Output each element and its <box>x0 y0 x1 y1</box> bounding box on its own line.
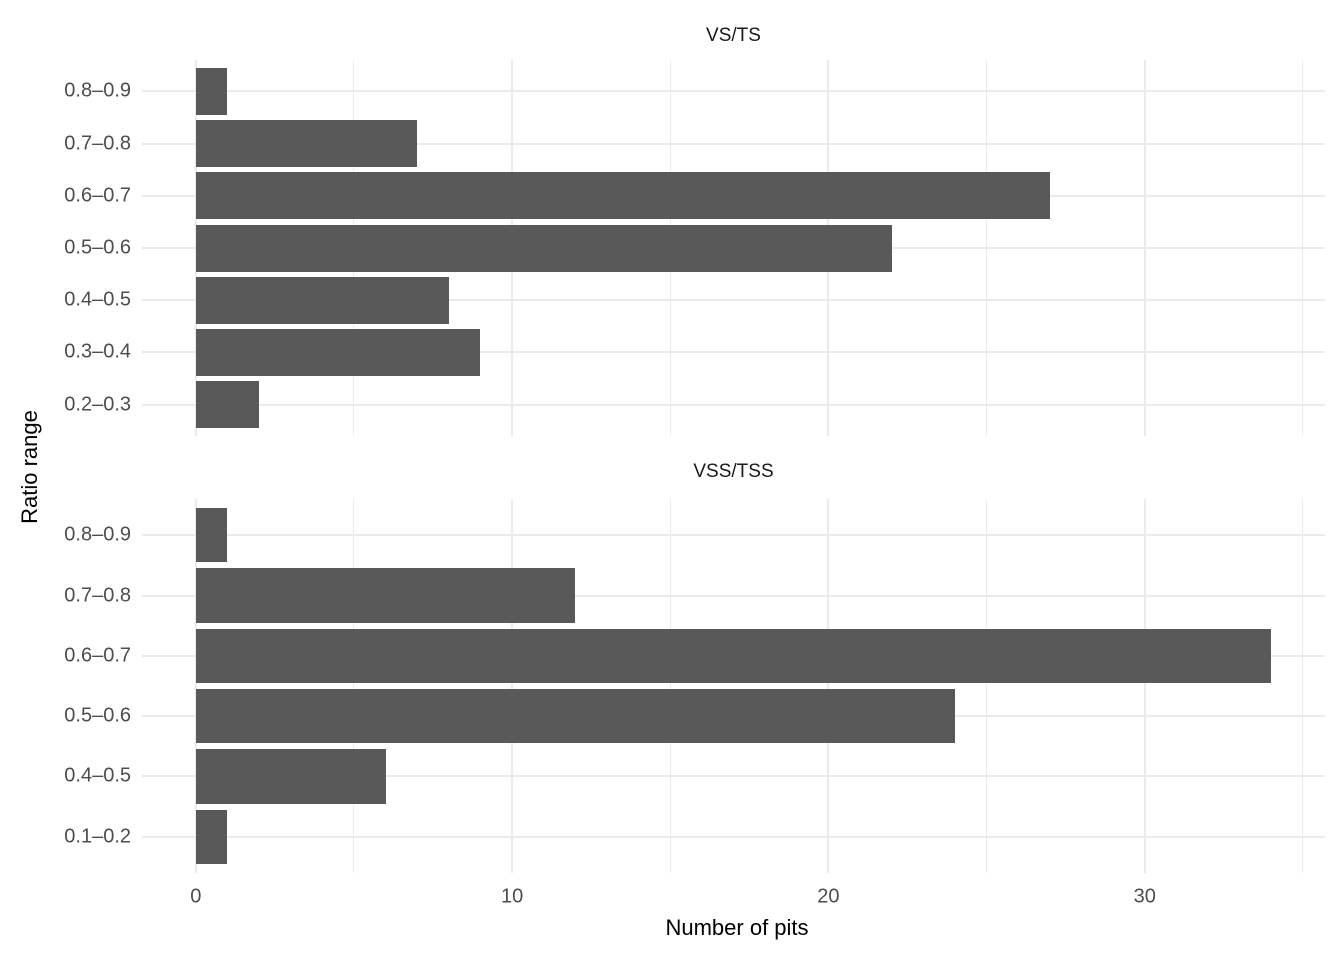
y-major-gridline <box>142 299 1325 302</box>
y-tick-label: 0.8–0.9 <box>64 523 131 546</box>
bar <box>195 508 228 563</box>
y-tick-label: 0.7–0.8 <box>64 584 131 607</box>
y-major-gridline <box>142 351 1325 354</box>
bar <box>195 120 418 168</box>
x-major-gridline <box>1143 499 1146 873</box>
x-tick-label: 10 <box>500 885 524 908</box>
x-tick-label: 30 <box>1133 885 1156 908</box>
y-tick-label: 0.7–0.8 <box>64 132 131 155</box>
facet-strip-title: VS/TS <box>706 25 761 46</box>
y-major-gridline <box>142 534 1325 537</box>
bar <box>195 67 228 115</box>
y-axis-title: Ratio range <box>17 410 42 524</box>
bar <box>195 172 1050 220</box>
bar <box>195 749 386 804</box>
facet-strip-title: VSS/TSS <box>693 461 774 482</box>
y-tick-label: 0.6–0.7 <box>64 184 131 207</box>
y-major-gridline <box>142 775 1325 778</box>
x-axis-title: Number of pits <box>665 915 809 940</box>
x-minor-gridline <box>353 499 355 873</box>
x-tick-label: 20 <box>817 885 840 908</box>
x-major-gridline <box>511 499 514 873</box>
x-minor-gridline <box>669 499 671 873</box>
bar <box>195 328 481 376</box>
x-tick-label: 0 <box>190 885 202 908</box>
y-tick-label: 0.3–0.4 <box>64 340 131 363</box>
y-tick-label: 0.2–0.3 <box>64 393 131 416</box>
bar <box>195 276 449 324</box>
y-major-gridline <box>142 142 1325 145</box>
bar <box>195 628 1272 683</box>
x-minor-gridline <box>1302 499 1304 873</box>
bar <box>195 568 576 623</box>
bar <box>195 809 228 864</box>
y-tick-label: 0.5–0.6 <box>64 704 131 727</box>
y-tick-label: 0.1–0.2 <box>64 825 131 848</box>
y-tick-label: 0.4–0.5 <box>64 764 131 787</box>
x-minor-gridline <box>986 499 988 873</box>
y-major-gridline <box>142 90 1325 93</box>
bar <box>195 381 260 429</box>
bar <box>195 689 955 744</box>
y-tick-label: 0.5–0.6 <box>64 236 131 259</box>
bar <box>195 224 892 272</box>
x-major-gridline <box>194 499 197 873</box>
y-major-gridline <box>142 594 1325 597</box>
y-major-gridline <box>142 835 1325 838</box>
y-tick-label: 0.4–0.5 <box>64 288 131 311</box>
y-major-gridline <box>142 403 1325 406</box>
x-major-gridline <box>827 499 830 873</box>
y-tick-label: 0.8–0.9 <box>64 79 131 102</box>
y-tick-label: 0.6–0.7 <box>64 644 131 667</box>
